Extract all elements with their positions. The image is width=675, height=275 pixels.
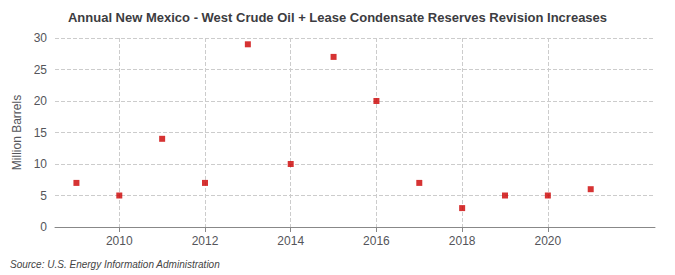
svg-text:15: 15 xyxy=(34,126,48,140)
svg-text:25: 25 xyxy=(34,63,48,77)
svg-text:2018: 2018 xyxy=(449,234,476,248)
svg-text:Source: U.S. Energy Informatio: Source: U.S. Energy Information Administ… xyxy=(10,259,220,270)
svg-text:Million Barrels: Million Barrels xyxy=(10,95,24,170)
svg-text:20: 20 xyxy=(34,94,48,108)
svg-text:2020: 2020 xyxy=(535,234,562,248)
svg-text:10: 10 xyxy=(34,157,48,171)
svg-text:2012: 2012 xyxy=(192,234,219,248)
svg-text:5: 5 xyxy=(40,189,47,203)
svg-text:2016: 2016 xyxy=(363,234,390,248)
svg-text:30: 30 xyxy=(34,31,48,45)
svg-text:Annual New Mexico - West Crude: Annual New Mexico - West Crude Oil + Lea… xyxy=(68,10,607,25)
svg-text:2010: 2010 xyxy=(106,234,133,248)
svg-text:0: 0 xyxy=(40,220,47,234)
svg-text:2014: 2014 xyxy=(277,234,304,248)
